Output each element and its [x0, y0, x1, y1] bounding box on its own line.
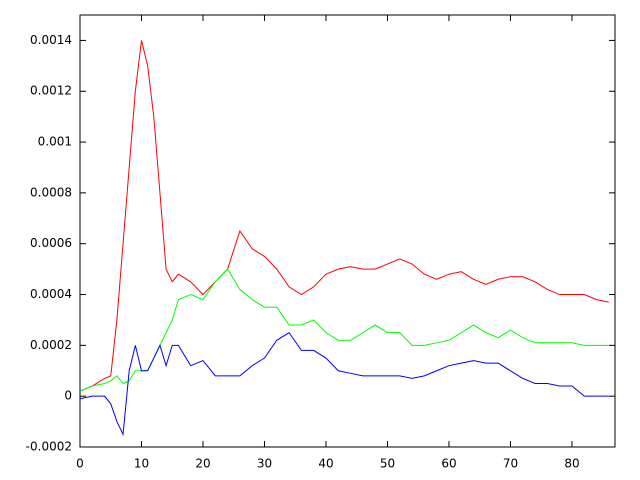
x-tick-label: 20 [195, 457, 210, 471]
x-tick-label: 30 [257, 457, 272, 471]
y-tick-label: -0.0002 [26, 440, 72, 454]
series-line [79, 331, 609, 437]
series-line [79, 268, 609, 392]
series-line [79, 40, 609, 392]
y-tick-label: 0.0014 [30, 33, 72, 47]
x-tick-label: 0 [76, 457, 84, 471]
x-tick-label: 70 [503, 457, 518, 471]
y-tick-label: 0.0006 [30, 236, 72, 250]
x-tick-label: 50 [380, 457, 395, 471]
y-tick-label: 0.0004 [30, 287, 72, 301]
x-tick-label: 40 [318, 457, 333, 471]
y-tick-label: 0.001 [38, 135, 72, 149]
y-tick-label: 0 [64, 389, 72, 403]
y-tick-label: 0.0002 [30, 338, 72, 352]
y-tick-label: 0.0008 [30, 185, 72, 199]
x-tick-label: 60 [441, 457, 456, 471]
y-tick-label: 0.0012 [30, 84, 72, 98]
x-tick-label: 10 [134, 457, 149, 471]
x-tick-label: 80 [564, 457, 579, 471]
plot-frame [79, 14, 616, 448]
